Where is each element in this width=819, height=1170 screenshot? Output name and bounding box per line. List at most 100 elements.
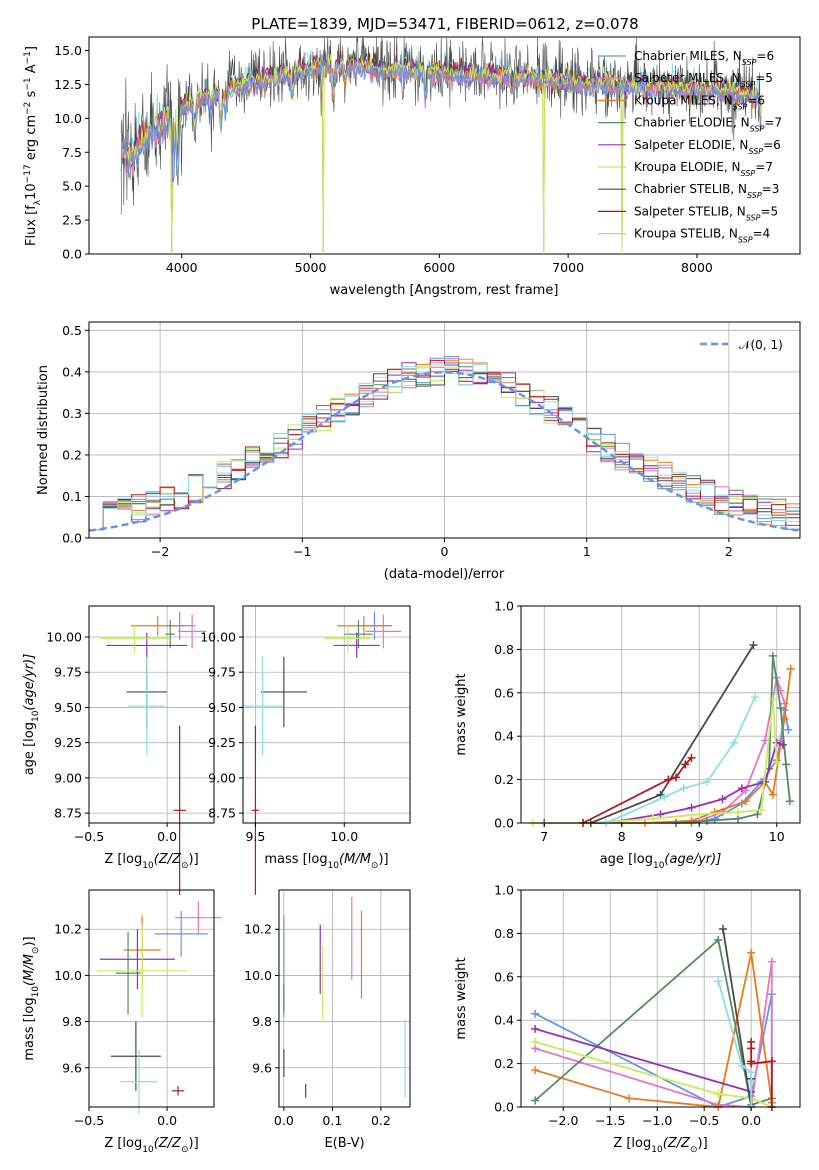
age-vs-Z-xlabel: Z [log10(Z/Z⊙)] — [104, 852, 198, 871]
legend-label: Kroupa STELIB, NSSP=4 — [634, 227, 770, 245]
errorbar-point — [110, 1021, 161, 1091]
x-tick-label: −2 — [151, 544, 169, 559]
y-tick-label: 0.0 — [62, 247, 82, 262]
errorbar-point — [241, 656, 284, 756]
x-tick-label: 0.0 — [157, 1113, 177, 1128]
x-tick-label: 9.5 — [245, 829, 265, 844]
y-tick-label: 0.1 — [62, 489, 82, 504]
weight-marker — [656, 810, 665, 819]
weight-vs-age-grid — [521, 605, 800, 824]
y-tick-label: 9.75 — [54, 665, 82, 680]
legend-label: Kroupa MILES, NSSP=6 — [634, 93, 765, 111]
x-tick-label: 5000 — [295, 260, 327, 275]
weight-marker — [772, 738, 781, 747]
mass-vs-Z-ylabel: mass [log10(M/M⊙)] — [22, 936, 41, 1060]
panel-mass-vs-EBV: 0.0 0.1 0.2 9.6 9.8 10.0 10.2 E(B-V) — [244, 889, 411, 1151]
legend-label: Salpeter STELIB, NSSP=5 — [634, 204, 778, 222]
gaussian-legend-label: 𝒩(0, 1) — [739, 338, 783, 352]
gaussian-curve — [88, 371, 801, 532]
weight-marker — [749, 641, 758, 650]
weight-series — [531, 935, 776, 1109]
weight-marker — [768, 695, 777, 704]
y-tick-label: 0.0 — [494, 1100, 514, 1115]
x-tick-label: 0 — [441, 544, 449, 559]
y-tick-label: 9.75 — [208, 665, 236, 680]
y-tick-label: 1.0 — [494, 883, 514, 898]
residuals-plot — [88, 356, 801, 538]
x-tick-label: −1.5 — [595, 1113, 625, 1128]
y-tick-label: 0.5 — [62, 323, 82, 338]
age-vs-mass-plot — [241, 611, 402, 895]
x-tick-label: 0.0 — [274, 1113, 294, 1128]
residuals-axes: −2 −1 0 1 2 0.0 0.1 0.2 0.3 0.4 0.5 — [62, 323, 733, 559]
x-tick-label: −0.5 — [74, 1113, 104, 1128]
y-tick-label: 10.0 — [244, 968, 272, 983]
mass-vs-Z-xlabel: Z [log10(Z/Z⊙)] — [104, 1136, 198, 1155]
weight-series — [528, 695, 781, 827]
weight-marker — [710, 808, 719, 817]
weight-marker — [648, 814, 657, 823]
spectrum-line — [120, 37, 762, 215]
x-tick-label: 0.2 — [371, 1113, 391, 1128]
spectrum-legend: Chabrier MILES, NSSP=6 Salpeter MILES, NS… — [598, 49, 782, 244]
y-tick-label: 10.2 — [54, 922, 82, 937]
errorbar-point — [365, 614, 402, 649]
weight-marker — [751, 693, 760, 702]
weight-marker — [681, 760, 690, 769]
errorbar-point — [344, 620, 373, 649]
mass-vs-EBV-plot — [283, 896, 406, 1098]
weight-marker — [737, 784, 746, 793]
legend-label: Kroupa ELODIE, NSSP=7 — [634, 160, 773, 178]
y-tick-label: 12.5 — [54, 77, 82, 92]
y-tick-label: 0.4 — [62, 364, 82, 379]
mass-vs-Z-plot — [96, 901, 222, 1114]
y-tick-label: 0.3 — [62, 406, 82, 421]
y-tick-label: 9.25 — [208, 735, 236, 750]
weight-marker — [714, 1089, 723, 1098]
weight-marker — [747, 1076, 756, 1085]
weight-marker — [714, 935, 723, 944]
y-tick-label: 0.8 — [494, 926, 514, 941]
errorbar-point — [115, 931, 141, 1015]
y-tick-label: 9.8 — [62, 1014, 82, 1029]
y-tick-label: 10.0 — [54, 968, 82, 983]
weight-marker — [679, 784, 688, 793]
x-tick-label: 8 — [618, 829, 626, 844]
residuals-legend: 𝒩(0, 1) — [700, 338, 783, 352]
y-tick-label: 1.0 — [494, 599, 514, 614]
mass-vs-Z-grid — [88, 890, 214, 1107]
residuals-xlabel: (data-model)/error — [384, 567, 505, 582]
weight-marker — [747, 1044, 756, 1053]
weight-series — [531, 1024, 756, 1096]
weight-marker — [747, 1068, 756, 1077]
errorbar-point — [324, 624, 371, 653]
panel-weight-vs-age: 7 8 9 10 0.0 0.2 0.4 0.6 0.8 1.0 age [log10(age/yr… — [454, 599, 801, 871]
spectrum-plot — [120, 37, 762, 255]
weight-marker — [741, 797, 750, 806]
weight-marker — [767, 1057, 776, 1066]
errorbar-point — [165, 620, 175, 649]
panel-spectrum: 4000 5000 6000 7000 8000 0.0 2.5 5.0 7.5 10.0 12.5… — [23, 36, 801, 298]
weight-marker — [718, 925, 727, 934]
weight-marker — [660, 792, 669, 801]
weight-marker — [718, 795, 727, 804]
figure-title: PLATE=1839, MJD=53471, FIBERID=0612, z=0… — [251, 15, 638, 33]
weight-marker — [768, 790, 777, 799]
x-tick-label: 9 — [695, 829, 703, 844]
weight-marker — [778, 740, 787, 749]
errorbar-point — [337, 615, 391, 636]
y-tick-label: 7.5 — [62, 145, 82, 160]
weight-marker — [785, 797, 794, 806]
panel-mass-vs-Z: −0.5 0.0 9.6 9.8 10.0 10.2 Z [log10(Z/Z⊙)] mass… — [22, 889, 222, 1155]
residuals-ylabel: Normed distribution — [36, 365, 51, 495]
weight-marker — [757, 805, 766, 814]
errorbar-point — [173, 725, 186, 895]
x-tick-label: 0.1 — [322, 1113, 342, 1128]
y-tick-label: 0.4 — [494, 729, 514, 744]
weight-marker — [531, 1009, 540, 1018]
y-tick-label: 9.6 — [252, 1060, 272, 1075]
x-tick-label: −0.5 — [74, 829, 104, 844]
y-tick-label: 9.50 — [208, 700, 236, 715]
weight-marker — [625, 1094, 634, 1103]
weight-marker — [776, 703, 785, 712]
